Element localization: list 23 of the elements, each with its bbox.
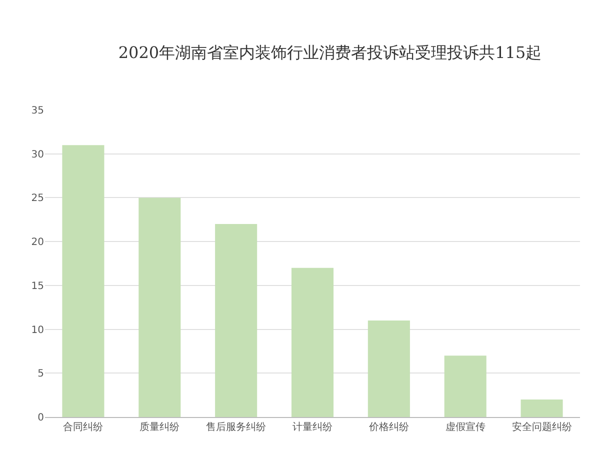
x-tick-label: 计量纠纷 xyxy=(292,421,332,433)
bar xyxy=(215,224,258,417)
x-tick-label: 售后服务纠纷 xyxy=(206,421,266,433)
bar xyxy=(291,268,334,417)
y-tick-label: 15 xyxy=(31,280,44,292)
bar xyxy=(520,399,563,417)
x-tick-label: 质量纠纷 xyxy=(140,421,180,433)
y-tick-label: 5 xyxy=(38,368,44,380)
y-tick-label: 30 xyxy=(31,149,44,160)
x-tick-label: 价格纠纷 xyxy=(368,421,409,433)
x-tick-label: 安全问题纠纷 xyxy=(512,421,572,433)
bar xyxy=(444,356,486,417)
x-tick-label: 合同纠纷 xyxy=(63,421,104,433)
y-tick-label: 0 xyxy=(38,412,44,424)
x-tick-label: 虚假宣传 xyxy=(445,421,486,433)
y-tick-label: 10 xyxy=(31,324,44,336)
y-tick-label: 35 xyxy=(31,106,44,116)
chart-title: 2020年湖南省室内装饰行业消费者投诉站受理投诉共115起 xyxy=(118,42,542,62)
y-tick-label: 25 xyxy=(31,193,44,204)
bar xyxy=(62,145,104,417)
y-tick-label: 20 xyxy=(31,237,44,248)
bar xyxy=(368,320,410,417)
bar xyxy=(138,198,181,417)
